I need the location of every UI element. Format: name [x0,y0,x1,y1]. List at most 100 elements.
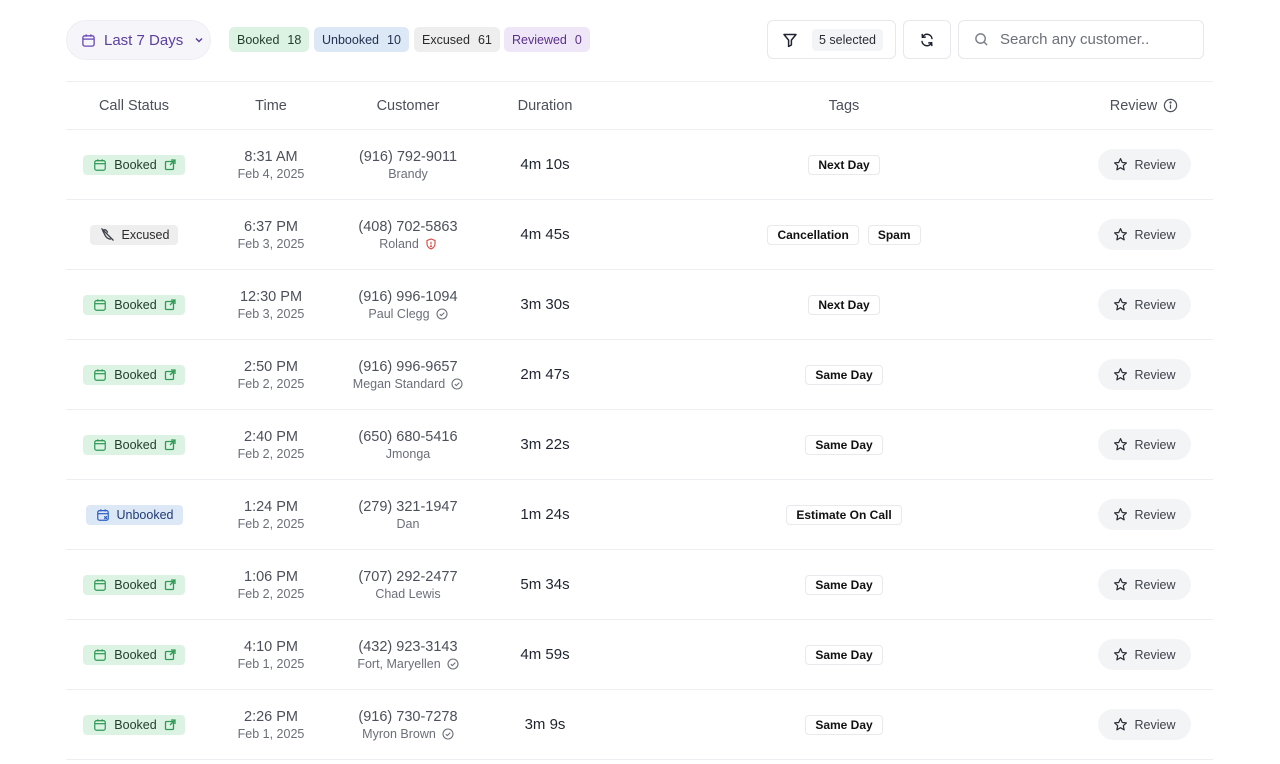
review-button[interactable]: Review [1097,359,1191,390]
status-badge[interactable]: Booked [83,714,185,735]
filter-button[interactable]: 5 selected [767,20,896,59]
status-label: Booked [114,647,157,662]
customer-phone[interactable]: (707) 292-2477 [358,568,458,585]
status-badge[interactable]: Booked [83,574,185,595]
call-duration: 2m 47s [520,366,570,383]
info-icon[interactable] [1163,98,1178,113]
search-input[interactable] [998,30,1192,49]
header-label: Tags [828,97,860,114]
cell-time: 8:31 AM Feb 4, 2025 [202,130,340,199]
status-badge[interactable]: Booked [83,154,185,175]
external-link-icon[interactable] [164,718,176,731]
review-button[interactable]: Review [1097,499,1191,530]
cell-review: Review [1074,480,1214,549]
external-link-icon[interactable] [164,368,176,381]
customer-name[interactable]: Myron Brown [362,726,436,741]
header-label: Time [255,97,287,114]
customer-name-line: Megan Standard [353,376,463,392]
external-link-icon[interactable] [164,298,176,311]
customer-name[interactable]: Brandy [388,166,428,181]
customer-phone[interactable]: (279) 321-1947 [358,498,458,515]
customer-phone[interactable]: (432) 923-3143 [358,638,458,655]
header-time[interactable]: Time [202,82,340,129]
customer-name[interactable]: Fort, Maryellen [357,656,441,671]
review-button[interactable]: Review [1097,709,1191,740]
status-label: Booked [114,577,157,592]
external-link-icon[interactable] [164,158,176,171]
table-row[interactable]: Booked 4:10 PM Feb 1, 2025 (432) 923-3143 Fo… [66,620,1213,690]
customer-name[interactable]: Jmonga [385,446,431,461]
table-row[interactable]: Excused 6:37 PM Feb 3, 2025 (408) 702-5863 R… [66,200,1213,270]
status-badge[interactable]: Booked [83,434,185,455]
customer-name[interactable]: Megan Standard [352,376,446,391]
cell-call-status: Booked [66,410,202,479]
status-badge[interactable]: Booked [83,644,185,665]
status-badge[interactable]: Booked [83,364,185,385]
review-button[interactable]: Review [1097,569,1191,600]
cell-time: 1:06 PM Feb 2, 2025 [202,550,340,619]
external-link-icon[interactable] [164,578,176,591]
customer-phone[interactable]: (916) 792-9011 [358,148,458,165]
customer-name-line: Roland [379,236,437,252]
review-button[interactable]: Review [1097,219,1191,250]
table-row[interactable]: Booked 2:26 PM Feb 1, 2025 (916) 730-7278 My… [66,690,1213,760]
call-date: Feb 1, 2025 [237,656,305,671]
refresh-icon [919,32,935,48]
customer-phone[interactable]: (916) 996-1094 [358,288,458,305]
star-icon [1113,227,1128,242]
customer-name[interactable]: Dan [396,516,420,531]
status-badge[interactable]: Booked [83,294,185,315]
filter-chip-unbooked[interactable]: Unbooked 10 [314,27,409,52]
date-range-dropdown[interactable]: Last 7 Days [66,20,211,60]
header-call-status[interactable]: Call Status [66,82,202,129]
tag: Same Day [805,574,883,595]
header-duration[interactable]: Duration [476,82,614,129]
customer-phone[interactable]: (408) 702-5863 [358,218,458,235]
cell-review: Review [1074,690,1214,759]
table-row[interactable]: Booked 2:40 PM Feb 2, 2025 (650) 680-5416 Jm… [66,410,1213,480]
cell-call-status: Excused [66,200,202,269]
cell-review: Review [1074,620,1214,689]
cell-tags: Next Day [614,130,1074,199]
call-time: 8:31 AM [244,148,298,165]
table-row[interactable]: Booked 2:50 PM Feb 2, 2025 (916) 996-9657 Me… [66,340,1213,410]
cell-time: 12:30 PM Feb 3, 2025 [202,270,340,339]
star-icon [1113,647,1128,662]
table-row[interactable]: Booked 8:31 AM Feb 4, 2025 (916) 792-9011 Br… [66,130,1213,200]
status-label: Booked [114,717,157,732]
customer-name[interactable]: Paul Clegg [368,306,430,321]
review-button[interactable]: Review [1097,149,1191,180]
review-button[interactable]: Review [1097,289,1191,320]
table-row[interactable]: Booked 1:06 PM Feb 2, 2025 (707) 292-2477 Ch… [66,550,1213,620]
customer-phone[interactable]: (916) 996-9657 [358,358,458,375]
status-label: Unbooked [116,507,174,522]
status-badge[interactable]: Unbooked [85,504,183,525]
customer-name-line: Myron Brown [362,726,454,742]
status-badge[interactable]: Excused [89,224,179,245]
header-customer[interactable]: Customer [340,82,476,129]
search-icon [974,32,989,47]
customer-phone[interactable]: (650) 680-5416 [358,428,458,445]
cell-tags: Same Day [614,410,1074,479]
header-label: Review [1109,97,1158,114]
external-link-icon[interactable] [164,648,176,661]
cell-call-status: Booked [66,270,202,339]
table-row[interactable]: Booked 12:30 PM Feb 3, 2025 (916) 996-1094 P… [66,270,1213,340]
calendar-icon [93,648,107,662]
review-button[interactable]: Review [1097,639,1191,670]
call-duration: 5m 34s [520,576,570,593]
table-row[interactable]: Unbooked 1:24 PM Feb 2, 2025 (279) 321-1947… [66,480,1213,550]
customer-name[interactable]: Chad Lewis [375,586,441,601]
filter-chip-booked[interactable]: Booked 18 [229,27,310,52]
cell-duration: 3m 22s [476,410,614,479]
external-link-icon[interactable] [164,438,176,451]
refresh-button[interactable] [903,20,951,59]
cell-customer: (916) 730-7278 Myron Brown [340,690,476,759]
cell-call-status: Unbooked [66,480,202,549]
customer-phone[interactable]: (916) 730-7278 [358,708,458,725]
customer-name[interactable]: Roland [379,236,419,251]
review-button[interactable]: Review [1097,429,1191,460]
call-date: Feb 3, 2025 [237,236,305,251]
filter-chip-excused[interactable]: Excused 61 [414,27,500,52]
filter-chip-reviewed[interactable]: Reviewed 0 [504,27,590,52]
